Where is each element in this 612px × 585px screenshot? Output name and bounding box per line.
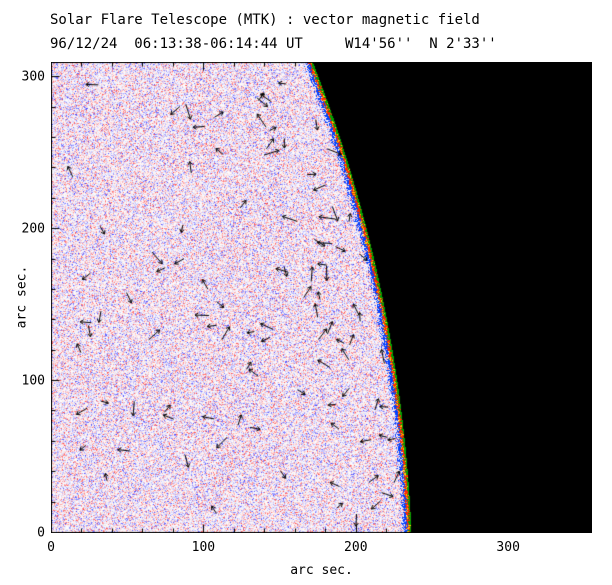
x-tick-label: 100	[191, 540, 216, 555]
x-tick-label: 0	[47, 540, 55, 555]
magnetogram-canvas	[51, 62, 592, 533]
y-tick-label: 200	[21, 221, 45, 237]
chart-subtitle: 96/12/24 06:13:38-06:14:44 UT W14'56'' N…	[50, 36, 497, 52]
chart-title: Solar Flare Telescope (MTK) : vector mag…	[50, 12, 480, 28]
x-tick-label: 300	[496, 540, 520, 555]
y-tick-label: 300	[21, 69, 45, 85]
y-tick-label: 0	[37, 525, 45, 541]
x-tick-label: 200	[344, 540, 368, 555]
y-axis-label: arc sec.	[14, 265, 30, 329]
y-tick-label: 100	[21, 373, 45, 389]
x-axis-label: arc sec.	[290, 563, 353, 578]
